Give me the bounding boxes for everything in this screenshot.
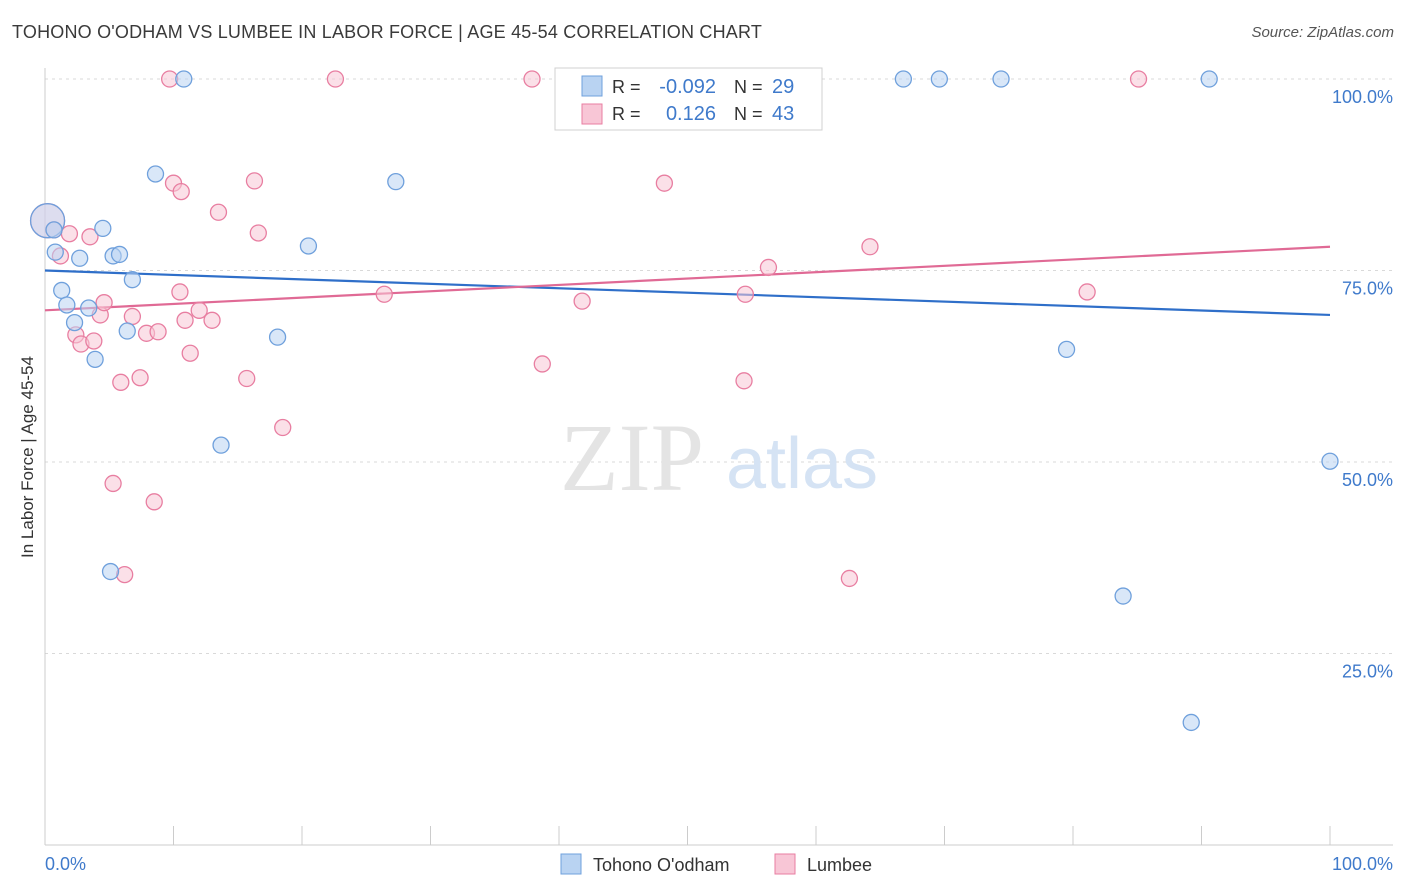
trend-line-tohono: [44, 269, 1331, 317]
y-tick-label-100: 100.0%: [1332, 87, 1393, 107]
data-point-tohono-17: [212, 436, 230, 454]
data-point-tohono-15: [146, 165, 165, 183]
data-point-lumbee-11: [112, 373, 130, 391]
x-tick-labels: 0.0% 100.0%: [45, 854, 1393, 874]
trend-line-lumbee: [44, 245, 1331, 312]
data-point-tohono-2: [46, 243, 64, 261]
series-legend-swatch-tohono: [560, 853, 582, 875]
data-point-lumbee-23: [181, 344, 199, 362]
data-point-lumbee-39: [759, 258, 778, 277]
legend-r-label-tohono: R =: [612, 77, 641, 97]
data-point-tohono-5: [65, 313, 84, 332]
watermark-zip: ZIP: [560, 404, 704, 511]
data-point-lumbee-9: [95, 294, 113, 312]
data-point-lumbee-42: [1078, 283, 1096, 301]
data-point-tohono-14: [123, 271, 142, 289]
legend-n-label-lumbee: N =: [734, 104, 763, 124]
data-point-tohono-4: [58, 296, 76, 314]
x-tick-label-min: 0.0%: [45, 854, 86, 874]
data-point-tohono-7: [80, 299, 98, 317]
data-point-lumbee-36: [655, 174, 674, 192]
series-legend-label-tohono: Tohono O'odham: [593, 855, 730, 875]
data-point-tohono-13: [118, 322, 136, 340]
data-point-tohono-9: [94, 219, 112, 238]
data-point-lumbee-31: [326, 70, 345, 88]
data-point-lumbee-14: [131, 369, 149, 387]
legend-r-value-tohono: -0.092: [659, 76, 716, 98]
data-point-tohono-10: [101, 562, 120, 581]
data-point-lumbee-29: [249, 224, 267, 242]
data-point-lumbee-40: [840, 569, 859, 588]
data-point-tohono-12: [110, 245, 129, 264]
data-point-tohono-18: [268, 328, 287, 346]
data-point-tohono-24: [992, 70, 1010, 88]
data-point-lumbee-12: [116, 565, 134, 584]
data-point-lumbee-32: [375, 285, 393, 303]
data-point-lumbee-38: [735, 372, 753, 390]
data-point-lumbee-13: [123, 307, 142, 326]
stats-legend: R = -0.092 N = 29 R = 0.126 N = 43: [554, 67, 823, 131]
data-point-tohono-26: [1114, 587, 1132, 605]
data-point-tohono-29: [1321, 452, 1339, 470]
data-points: [29, 70, 1339, 732]
data-point-lumbee-6: [81, 228, 99, 246]
source-label: Source: ZipAtlas.com: [1251, 24, 1394, 41]
data-point-tohono-6: [71, 249, 89, 267]
y-tick-label-75: 75.0%: [1342, 279, 1393, 299]
grid-lines: [45, 78, 1393, 654]
data-point-lumbee-27: [238, 369, 256, 388]
legend-n-value-lumbee: 43: [772, 103, 794, 125]
y-tick-label-25: 25.0%: [1342, 662, 1393, 682]
x-ticks: [44, 826, 1331, 845]
series-legend: Tohono O'odham Lumbee: [560, 853, 872, 875]
data-point-tohono-19: [299, 237, 318, 255]
legend-swatch-tohono: [581, 75, 603, 97]
data-point-lumbee-7: [85, 332, 103, 350]
data-point-lumbee-43: [1129, 70, 1148, 88]
data-point-lumbee-20: [172, 182, 190, 201]
legend-n-value-tohono: 29: [772, 76, 794, 98]
data-point-lumbee-33: [523, 70, 541, 88]
watermark-atlas: atlas: [726, 424, 878, 504]
data-point-tohono-20: [387, 172, 405, 191]
legend-swatch-lumbee: [581, 103, 603, 125]
data-point-tohono-8: [86, 350, 104, 369]
data-point-tohono-23: [930, 70, 949, 88]
data-point-tohono-27: [1200, 70, 1218, 88]
data-point-lumbee-16: [145, 493, 163, 511]
data-point-tohono-16: [175, 70, 193, 88]
data-point-lumbee-21: [171, 283, 189, 301]
data-point-tohono-22: [894, 70, 913, 88]
series-legend-label-lumbee: Lumbee: [807, 855, 872, 875]
watermark: ZIP atlas: [560, 404, 878, 511]
data-point-tohono-28: [1182, 713, 1200, 732]
data-point-lumbee-24: [190, 301, 208, 319]
data-point-tohono-1: [45, 221, 63, 239]
data-point-lumbee-22: [176, 311, 194, 329]
data-point-lumbee-34: [533, 355, 551, 373]
data-point-lumbee-35: [573, 292, 591, 310]
data-point-tohono-25: [1057, 340, 1076, 359]
y-tick-label-50: 50.0%: [1342, 470, 1393, 490]
data-point-lumbee-17: [149, 323, 167, 341]
data-point-lumbee-37: [736, 285, 754, 303]
data-point-lumbee-28: [245, 172, 264, 190]
series-legend-swatch-lumbee: [774, 853, 796, 875]
x-tick-label-max: 100.0%: [1332, 854, 1393, 874]
data-point-lumbee-26: [209, 203, 228, 221]
data-point-lumbee-25: [203, 311, 221, 329]
trend-lines: [44, 245, 1331, 317]
legend-n-label-tohono: N =: [734, 77, 763, 97]
legend-r-label-lumbee: R =: [612, 104, 641, 124]
data-point-lumbee-10: [104, 474, 122, 493]
legend-r-value-lumbee: 0.126: [666, 103, 716, 125]
data-point-lumbee-3: [60, 225, 79, 243]
axes: [44, 68, 1393, 846]
chart-title: TOHONO O'ODHAM VS LUMBEE IN LABOR FORCE …: [12, 22, 763, 42]
data-point-tohono-3: [53, 281, 71, 300]
data-point-lumbee-30: [274, 418, 292, 437]
data-point-lumbee-41: [861, 238, 879, 256]
y-tick-labels: 25.0% 50.0% 75.0% 100.0%: [1332, 87, 1393, 682]
